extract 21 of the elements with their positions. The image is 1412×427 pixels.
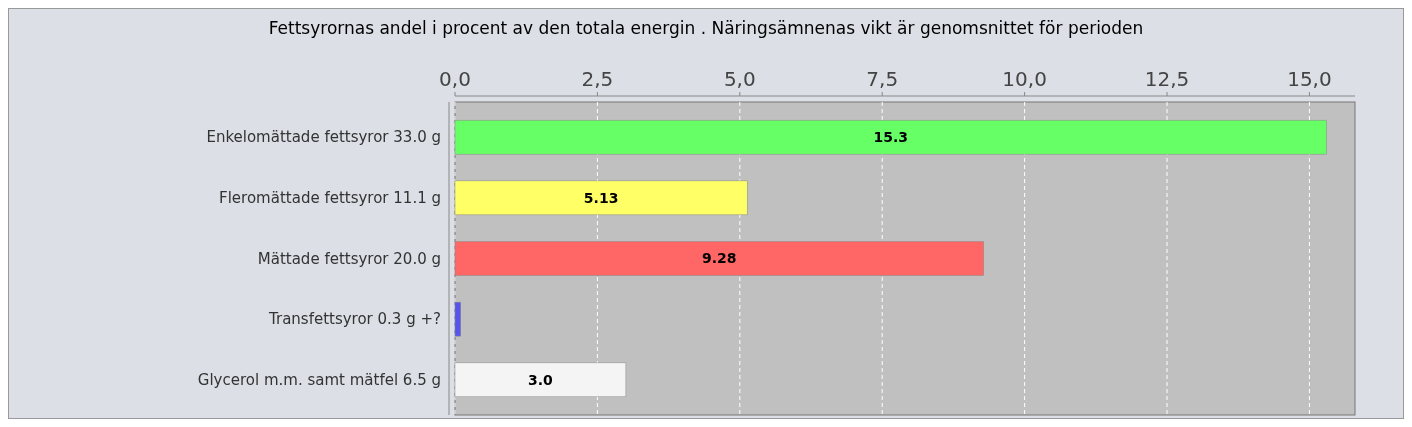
bar — [454, 180, 748, 216]
bar — [454, 241, 984, 276]
x-tick-label: 10,0 — [1002, 67, 1047, 91]
y-tick-label: Fleromättade fettsyror 11.1 g — [219, 189, 441, 208]
x-tick-label: 15,0 — [1287, 67, 1332, 91]
y-tick-label: Mättade fettsyror 20.0 g — [257, 249, 441, 268]
x-tick-label: 12,5 — [1144, 67, 1190, 91]
x-tick-label: 7,5 — [866, 67, 899, 91]
data-label: 15.3 — [873, 129, 909, 146]
chart-title: Fettsyrornas andel i procent av den totala energin . Näringsämnenas vikt är genomsnittet för perioden — [268, 18, 1144, 38]
y-tick-label: Transfettsyror 0.3 g +? — [268, 310, 441, 329]
data-label: 9.28 — [702, 250, 737, 267]
data-label: 5.13 — [583, 189, 619, 206]
bar — [454, 119, 1327, 155]
x-tick-label: 0,0 — [439, 67, 471, 91]
y-tick-label: Glycerol m.m. samt mätfel 6.5 g — [197, 371, 441, 390]
x-tick-label: 2,5 — [581, 67, 614, 91]
data-label: 3.0 — [528, 371, 554, 388]
y-tick-label: Enkelomättade fettsyror 33.0 g — [206, 128, 441, 147]
x-tick-label: 5,0 — [723, 67, 756, 91]
bar — [454, 301, 461, 337]
